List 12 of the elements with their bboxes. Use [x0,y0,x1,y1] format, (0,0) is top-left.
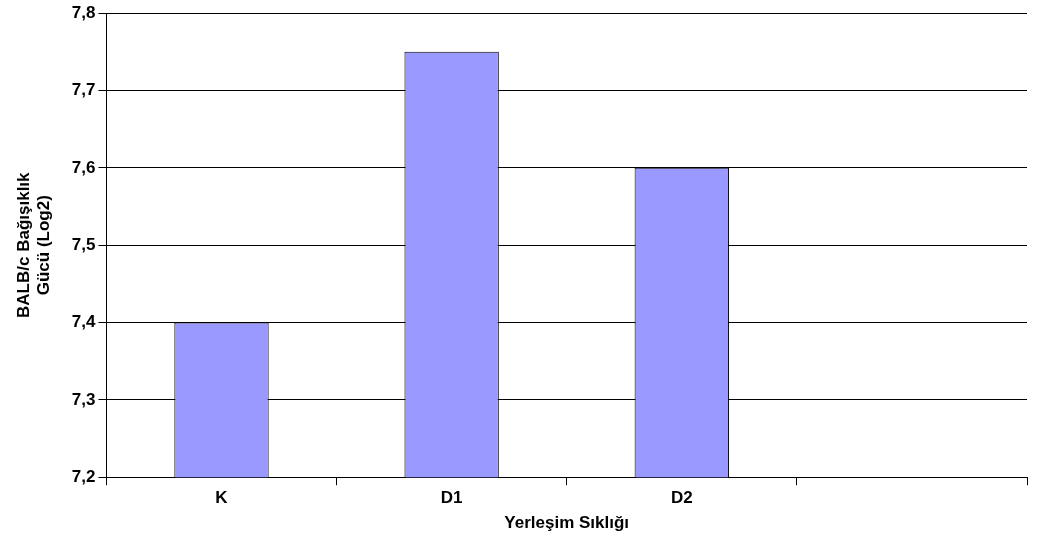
x-axis-title: Yerleşim Sıklığı [504,513,630,533]
y-tick-label: 7,6 [71,157,96,177]
x-tick-label: K [215,488,229,508]
y-tick-label: 7,5 [71,234,96,254]
y-tick-label: 7,2 [71,466,96,486]
y-axis-title: BALB/c Bağışıklık Gücü (Log2) [13,171,54,318]
y-tick-label: 7,8 [71,2,96,22]
y-tick-label: 7,3 [71,389,96,409]
y-tick-label: 7,4 [71,312,96,332]
x-tick-label: D2 [670,488,693,508]
x-tick-label: D1 [440,488,463,508]
y-tick-label: 7,7 [71,80,96,100]
